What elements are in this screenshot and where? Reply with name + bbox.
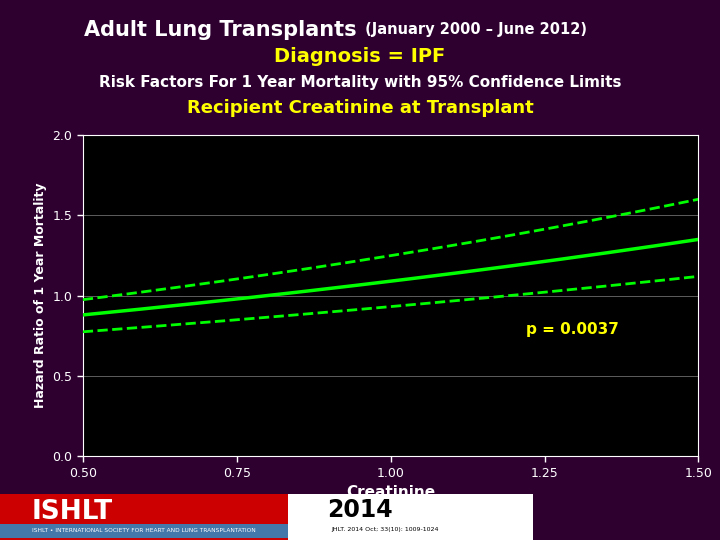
Text: ISHLT: ISHLT (32, 498, 112, 524)
X-axis label: Creatinine: Creatinine (346, 485, 435, 500)
Text: Adult Lung Transplants: Adult Lung Transplants (84, 19, 356, 40)
FancyBboxPatch shape (288, 494, 533, 540)
FancyBboxPatch shape (0, 524, 288, 538)
Text: Diagnosis = IPF: Diagnosis = IPF (274, 46, 446, 66)
Text: (January 2000 – June 2012): (January 2000 – June 2012) (360, 22, 587, 37)
Text: Recipient Creatinine at Transplant: Recipient Creatinine at Transplant (186, 99, 534, 117)
Text: Risk Factors For 1 Year Mortality with 95% Confidence Limits: Risk Factors For 1 Year Mortality with 9… (99, 75, 621, 90)
FancyBboxPatch shape (0, 494, 288, 540)
Y-axis label: Hazard Ratio of 1 Year Mortality: Hazard Ratio of 1 Year Mortality (34, 183, 47, 408)
Text: 2014: 2014 (327, 498, 393, 522)
Text: p = 0.0037: p = 0.0037 (526, 322, 619, 337)
Text: ISHLT • INTERNATIONAL SOCIETY FOR HEART AND LUNG TRANSPLANTATION: ISHLT • INTERNATIONAL SOCIETY FOR HEART … (32, 528, 256, 534)
Text: JHLT. 2014 Oct; 33(10): 1009-1024: JHLT. 2014 Oct; 33(10): 1009-1024 (331, 528, 439, 532)
